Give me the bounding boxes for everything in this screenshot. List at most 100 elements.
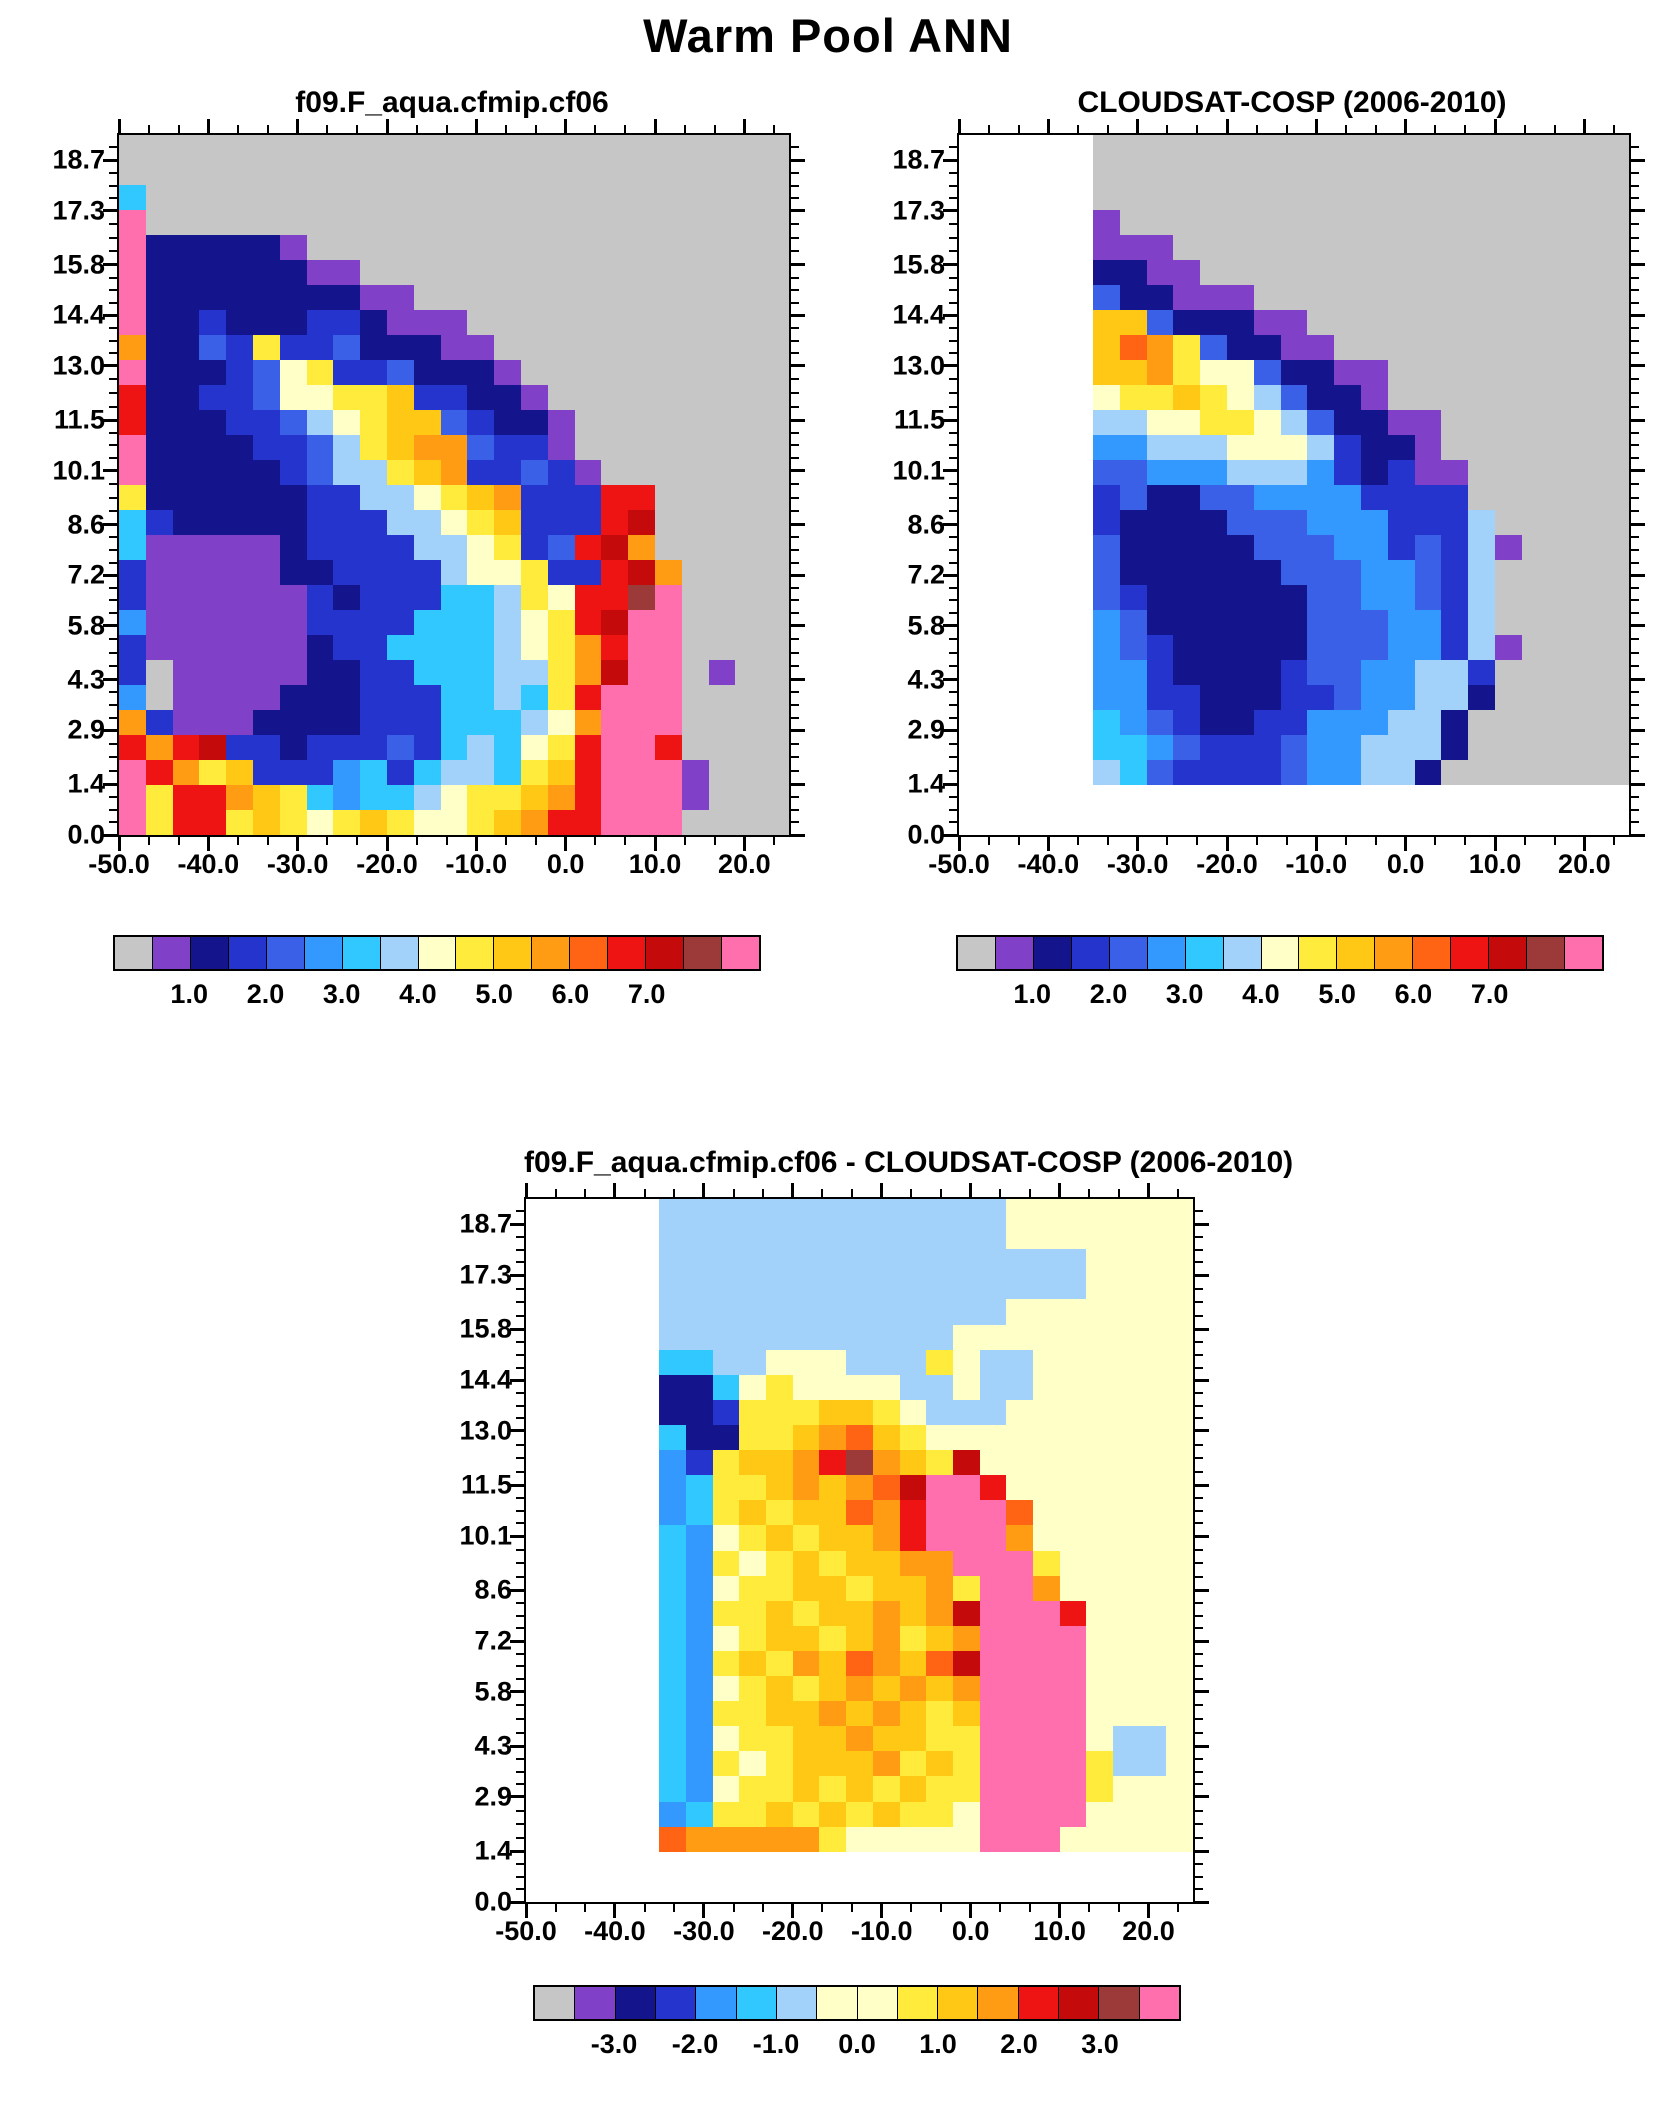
heatmap-cell	[1066, 485, 1093, 510]
heatmap-cell	[985, 460, 1013, 485]
heatmap-cell	[985, 210, 1013, 235]
heatmap-cell	[686, 1274, 713, 1300]
colorbar-cell	[417, 937, 456, 969]
x-major-tick	[1404, 837, 1408, 851]
heatmap-cell	[1012, 510, 1040, 535]
heatmap-cell	[199, 235, 227, 260]
y-major-tick	[1195, 1795, 1209, 1799]
heatmap-cell	[1012, 810, 1040, 835]
heatmap-cell	[1032, 1600, 1060, 1626]
heatmap-cell	[708, 760, 736, 785]
y-minor-tick	[109, 691, 117, 694]
y-tick-label: 0.0	[907, 819, 945, 850]
y-minor-tick	[1631, 276, 1639, 279]
y-major-tick	[103, 469, 117, 473]
heatmap-cell	[632, 1550, 660, 1576]
heatmap-cell	[899, 1851, 927, 1877]
heatmap-cell	[526, 1776, 553, 1802]
heatmap-cell	[1166, 1575, 1193, 1601]
y-minor-tick	[791, 586, 799, 589]
heatmap-cell	[1139, 1424, 1167, 1451]
heatmap-cell	[1059, 1851, 1087, 1877]
heatmap-cell	[819, 1399, 847, 1425]
heatmap-cell	[199, 685, 227, 710]
heatmap-cell	[1334, 185, 1361, 210]
heatmap-cell	[819, 1751, 847, 1777]
heatmap-cell	[1307, 285, 1335, 310]
heatmap-cell	[199, 360, 227, 385]
heatmap-cell	[467, 135, 495, 160]
heatmap-cell	[199, 510, 227, 535]
colorbar-cell	[1032, 937, 1071, 969]
heatmap-cell	[628, 435, 655, 460]
heatmap-cell	[520, 685, 548, 710]
heatmap-cell	[1468, 285, 1495, 310]
y-minor-tick	[516, 1210, 524, 1213]
heatmap-cell	[1006, 1224, 1033, 1250]
y-minor-tick	[1631, 691, 1639, 694]
heatmap-cell	[1119, 760, 1147, 785]
heatmap-cell	[467, 810, 495, 835]
x-major-tick	[653, 837, 657, 851]
heatmap-cell	[333, 460, 361, 485]
heatmap-cell	[899, 1249, 927, 1275]
heatmap-cell	[1006, 1374, 1033, 1400]
heatmap-cell	[199, 610, 227, 635]
heatmap-cell	[413, 610, 441, 635]
x-tick-label: -40.0	[177, 849, 240, 879]
heatmap-cell	[1334, 360, 1361, 385]
heatmap-cell	[681, 360, 709, 385]
x-minor-tick	[732, 1904, 735, 1912]
heatmap-cell	[1468, 235, 1495, 260]
y-minor-tick	[516, 1731, 524, 1734]
heatmap-cell	[520, 410, 548, 435]
heatmap-cell	[279, 285, 307, 310]
heatmap-cell	[306, 335, 334, 360]
heatmap-cell	[819, 1776, 847, 1802]
y-tick-label: 13.0	[459, 1415, 512, 1446]
heatmap-cell	[1066, 460, 1093, 485]
heatmap-cell	[1092, 435, 1120, 460]
heatmap-cell	[145, 160, 173, 185]
heatmap-cell	[708, 185, 736, 210]
heatmap-cell	[708, 410, 736, 435]
heatmap-cell	[1414, 285, 1442, 310]
heatmap-cell	[1006, 1776, 1033, 1802]
x-minor-tick	[415, 837, 418, 845]
heatmap-cell	[574, 735, 602, 760]
heatmap-cell	[467, 685, 495, 710]
heatmap-cell	[1334, 760, 1361, 785]
heatmap-cell	[1334, 485, 1361, 510]
heatmap-cell	[574, 235, 602, 260]
heatmap-cell	[574, 410, 602, 435]
heatmap-cell	[226, 685, 253, 710]
heatmap-cell	[1441, 210, 1469, 235]
heatmap-cell	[1086, 1500, 1113, 1526]
heatmap-cell	[1441, 235, 1469, 260]
heatmap-cell	[1334, 585, 1361, 610]
heatmap-cell	[766, 1575, 793, 1601]
heatmap-cell	[1280, 135, 1308, 160]
heatmap-cell	[1387, 660, 1415, 685]
heatmap-cell	[659, 1424, 687, 1451]
heatmap-cell	[547, 685, 575, 710]
heatmap-cell	[119, 185, 146, 210]
y-tick-label: 10.1	[892, 455, 945, 486]
heatmap-cell	[1307, 160, 1335, 185]
heatmap-cell	[226, 585, 253, 610]
heatmap-cell	[1012, 535, 1040, 560]
y-minor-tick	[791, 301, 799, 304]
heatmap-cell	[1360, 260, 1388, 285]
heatmap-cell	[1387, 460, 1415, 485]
colorbar-cell	[856, 1987, 897, 2019]
heatmap-cell	[1119, 210, 1147, 235]
heatmap-cell	[1012, 435, 1040, 460]
y-minor-tick	[516, 1704, 524, 1707]
heatmap-cell	[279, 810, 307, 835]
x-tick-label: -50.0	[495, 1916, 557, 1946]
heatmap-cell	[1602, 735, 1629, 760]
heatmap-cell	[762, 660, 789, 685]
heatmap-cell	[333, 135, 361, 160]
heatmap-cell	[1119, 410, 1147, 435]
y-major-tick	[103, 678, 117, 682]
